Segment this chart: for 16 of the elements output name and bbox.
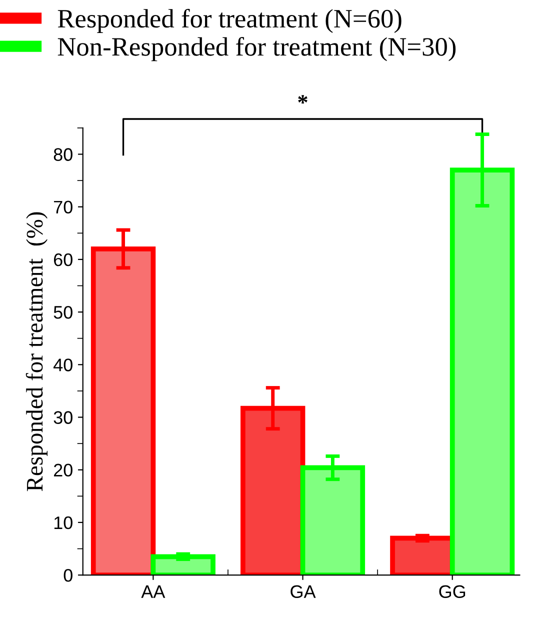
y-tick-label: 40 [53, 358, 72, 372]
y-tick-label: 70 [54, 200, 72, 214]
y-axis-title: Responded for treatment (%) [26, 212, 48, 492]
y-tick-label: 20 [54, 464, 72, 477]
y-tick-label: 30 [54, 411, 72, 424]
y-tick-label: 50 [54, 306, 72, 319]
x-tick-label: GG [439, 585, 466, 598]
y-tick-label: 0 [64, 568, 72, 582]
legend-label: Non-Responded for treatment (N=30) [58, 36, 456, 62]
x-tick-label: AA [141, 585, 166, 598]
text: * [298, 95, 308, 104]
y-tick-label: 60 [54, 253, 72, 266]
y-tick-label: 10 [54, 516, 72, 530]
x-tick-label: GA [290, 585, 316, 598]
legend-label: Responded for treatment (N=60) [58, 8, 402, 34]
y-tick-label: 80 [54, 148, 72, 161]
